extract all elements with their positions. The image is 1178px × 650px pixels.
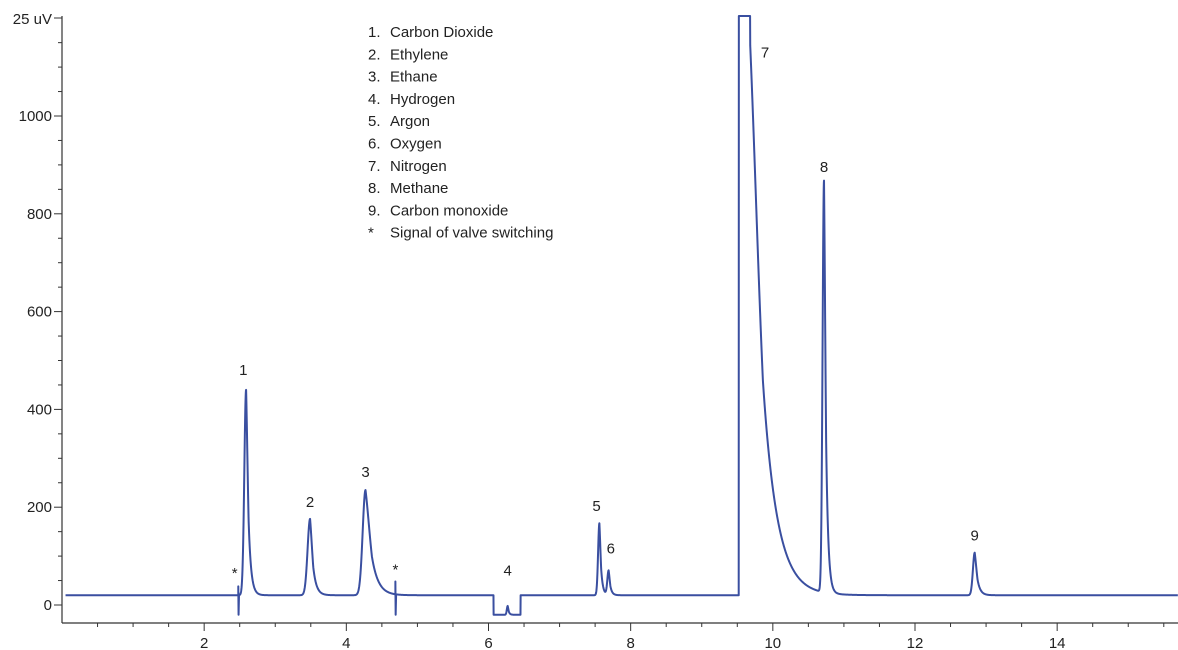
y-tick-label: 1000 xyxy=(19,108,52,125)
y-unit-label: 25 uV xyxy=(13,11,52,28)
legend-entry-number: 7. xyxy=(368,158,381,175)
legend-entry-label: Ethylene xyxy=(390,46,448,63)
x-tick-label: 2 xyxy=(200,635,208,650)
legend-entry-label: Carbon monoxide xyxy=(390,202,508,219)
valve-switch-marker: * xyxy=(232,565,238,582)
peak-label: 6 xyxy=(607,541,615,558)
legend-entry-number: * xyxy=(368,225,374,242)
chromatogram-trace xyxy=(64,15,1178,616)
legend-entry-label: Carbon Dioxide xyxy=(390,24,493,41)
x-tick-label: 10 xyxy=(764,635,781,650)
legend-entry-number: 2. xyxy=(368,46,381,63)
legend-entry-number: 9. xyxy=(368,202,381,219)
legend-entry-number: 3. xyxy=(368,69,381,86)
legend-entry-label: Argon xyxy=(390,113,430,130)
x-tick-label: 8 xyxy=(626,635,634,650)
y-tick-label: 400 xyxy=(27,401,52,418)
legend-entry-label: Nitrogen xyxy=(390,158,447,175)
legend-entry: * Signal of valve switching xyxy=(368,225,553,242)
legend-entry-label: Oxygen xyxy=(390,136,442,153)
x-tick-label: 6 xyxy=(484,635,492,650)
legend-entry: 1. Carbon Dioxide xyxy=(368,24,493,41)
peak-label: 8 xyxy=(820,159,828,176)
y-tick-label: 200 xyxy=(27,499,52,516)
y-axis: 0 200 400 600 800 1000 25 uV xyxy=(13,11,63,623)
peak-label: 7 xyxy=(761,44,769,61)
valve-switch-marker: * xyxy=(392,562,398,579)
peak-label: 3 xyxy=(361,464,369,481)
peak-label: 9 xyxy=(971,527,979,544)
legend-entry: 8. Methane xyxy=(368,180,448,197)
legend-entry-number: 8. xyxy=(368,180,381,197)
legend-entry: 3. Ethane xyxy=(368,69,438,86)
chromatogram-trace-group xyxy=(64,15,1178,616)
legend-entry: 7. Nitrogen xyxy=(368,158,447,175)
y-tick-label: 800 xyxy=(27,206,52,223)
x-tick-label: 14 xyxy=(1049,635,1066,650)
legend-entry-label: Hydrogen xyxy=(390,91,455,108)
legend-entry-number: 6. xyxy=(368,136,381,153)
y-tick-label: 0 xyxy=(44,597,52,614)
x-tick-label: 12 xyxy=(907,635,924,650)
peak-labels: 1 2 3 4 5 6 7 8 9 * * xyxy=(232,44,979,582)
legend: 1. Carbon Dioxide 2. Ethylene 3. Ethane 4. Hydr… xyxy=(368,24,553,242)
x-tick-label: 4 xyxy=(342,635,350,650)
legend-entry: 9. Carbon monoxide xyxy=(368,202,508,219)
legend-entry: 4. Hydrogen xyxy=(368,91,455,108)
legend-entry-label: Signal of valve switching xyxy=(390,225,553,242)
peak-label: 4 xyxy=(504,563,512,580)
legend-entry-number: 4. xyxy=(368,91,381,108)
legend-entry: 6. Oxygen xyxy=(368,136,442,153)
legend-entry-number: 5. xyxy=(368,113,381,130)
legend-entry-label: Ethane xyxy=(390,69,438,86)
legend-entry: 5. Argon xyxy=(368,113,430,130)
peak-label: 1 xyxy=(239,362,247,379)
legend-entry: 2. Ethylene xyxy=(368,46,448,63)
peak-label: 2 xyxy=(306,494,314,511)
legend-entry-label: Methane xyxy=(390,180,448,197)
x-axis: 2 4 6 8 10 12 14 xyxy=(62,622,1178,650)
legend-entry-number: 1. xyxy=(368,24,381,41)
peak-label: 5 xyxy=(592,498,600,515)
y-tick-label: 600 xyxy=(27,304,52,321)
